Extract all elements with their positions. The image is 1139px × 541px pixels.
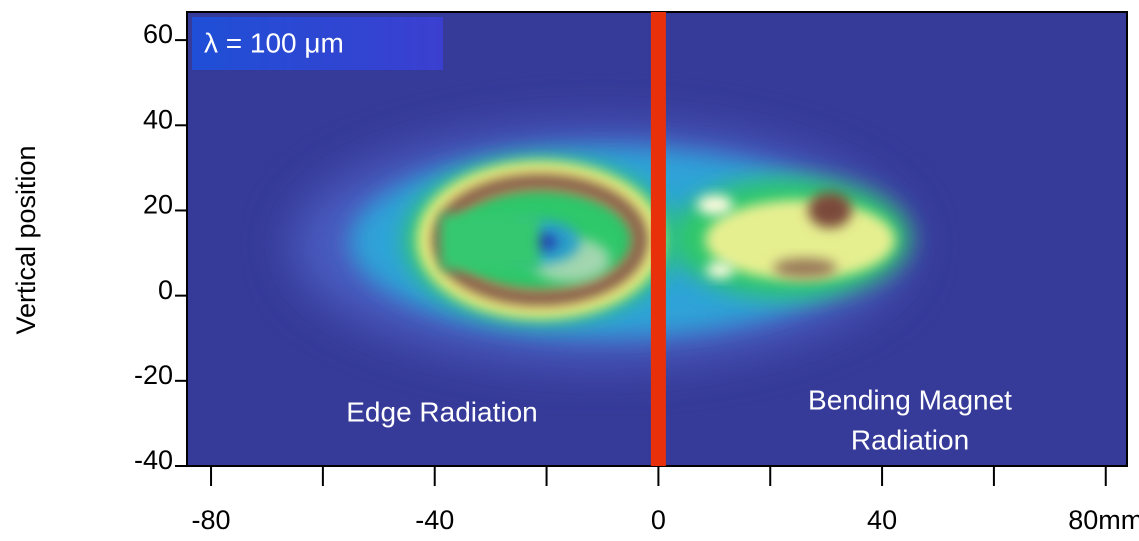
y-tick-label: 60 [143,19,173,49]
y-tick-label: -20 [134,360,173,390]
y-tick-label: -40 [134,445,173,475]
annotation: Radiation [851,424,969,455]
annotation: Edge Radiation [346,396,537,427]
x-tick-label: 80mm [1068,505,1139,535]
y-tick-label: 0 [158,275,173,305]
x-tick-label: -80 [192,505,231,535]
x-tick-label: 0 [651,505,666,535]
y-axis-label: Vertical position [11,145,41,334]
wavelength-label: λ = 100 μm [204,27,344,58]
x-tick-label: 40 [867,505,897,535]
annotation: Bending Magnet [808,384,1012,415]
y-tick-label: 20 [143,190,173,220]
y-tick-label: 40 [143,104,173,134]
x-tick-label: -40 [415,505,454,535]
